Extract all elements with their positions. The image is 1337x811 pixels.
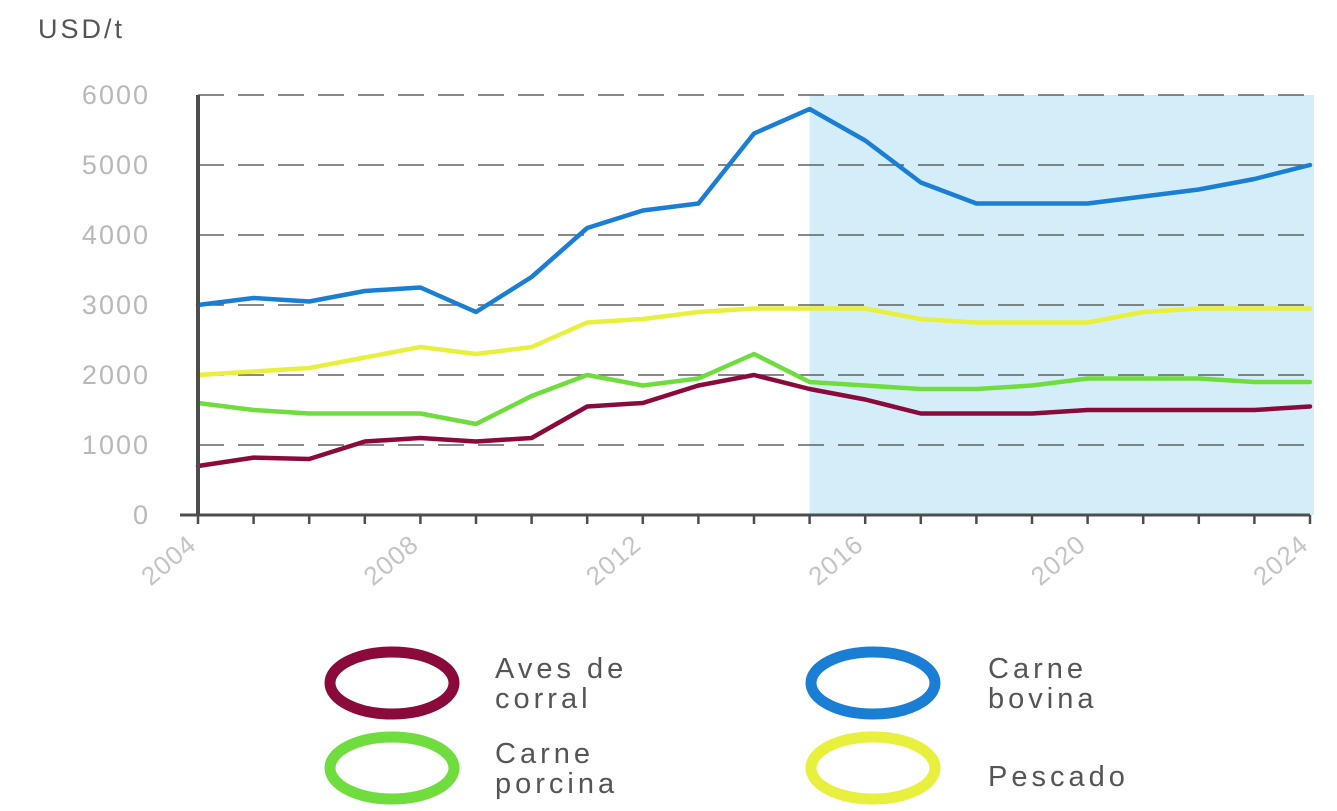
x-tick-label: 2016 bbox=[802, 529, 869, 592]
legend-label: Pescado bbox=[988, 761, 1129, 793]
x-tick-label: 2008 bbox=[358, 529, 425, 592]
x-tick-label: 2024 bbox=[1247, 529, 1314, 592]
legend-label: bovina bbox=[988, 683, 1097, 715]
legend-label: porcina bbox=[495, 768, 618, 800]
y-tick-label: 3000 bbox=[82, 290, 150, 320]
legend-marker bbox=[805, 731, 941, 805]
series-lines bbox=[195, 106, 1313, 469]
series-line-pescado bbox=[195, 306, 1313, 378]
legend-label: corral bbox=[495, 683, 592, 715]
x-tick-label: 2012 bbox=[580, 529, 647, 592]
series-line-carne-bovina bbox=[195, 106, 1313, 315]
series-line-aves-de-corral bbox=[195, 372, 1313, 469]
x-tick-labels: 2004 2008 2012 2016 2020 2024 bbox=[135, 529, 1314, 592]
y-tick-labels: 0 1000 2000 3000 4000 5000 6000 bbox=[82, 80, 150, 530]
legend-marker bbox=[324, 731, 460, 805]
y-tick-label: 2000 bbox=[82, 360, 150, 390]
y-tick-label: 0 bbox=[133, 500, 150, 530]
y-tick-label: 6000 bbox=[82, 80, 150, 110]
y-tick-label: 4000 bbox=[82, 220, 150, 250]
y-tick-label: 1000 bbox=[82, 430, 150, 460]
legend-marker bbox=[805, 646, 941, 720]
x-tick-label: 2004 bbox=[135, 529, 202, 592]
x-tick-label: 2020 bbox=[1025, 529, 1092, 592]
y-axis-label: USD/t bbox=[38, 14, 125, 44]
legend-marker bbox=[324, 646, 460, 720]
y-tick-label: 5000 bbox=[82, 150, 150, 180]
legend-label: Carne bbox=[495, 738, 594, 770]
legend-label: Aves de bbox=[495, 653, 627, 685]
axes bbox=[180, 95, 1312, 524]
grid-lines bbox=[198, 94, 1310, 446]
legend-label: Carne bbox=[988, 653, 1087, 685]
series-line-carne-porcina bbox=[195, 351, 1313, 427]
